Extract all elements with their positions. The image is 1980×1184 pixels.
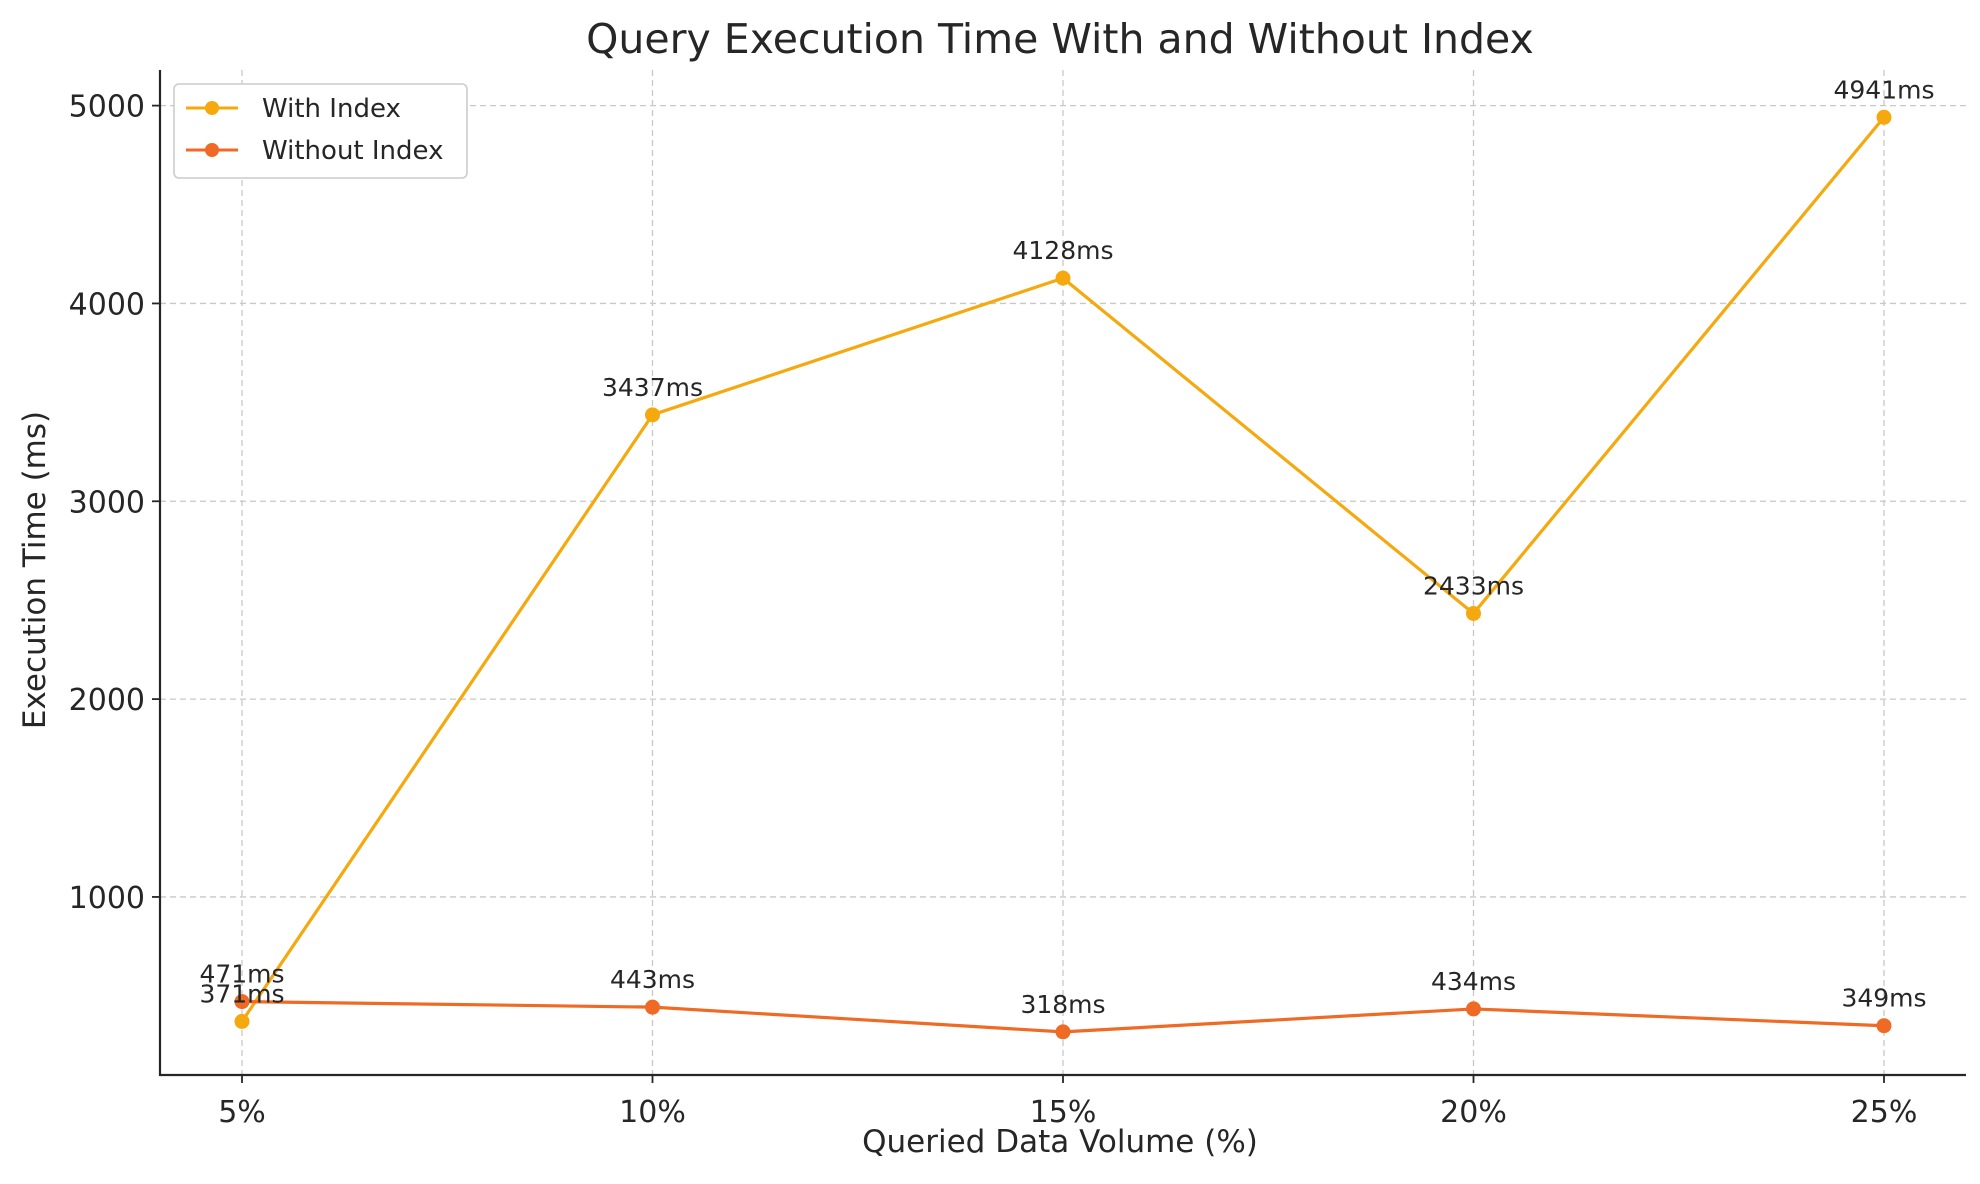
legend-label-without-index: Without Index — [262, 136, 443, 166]
y-tick-label: 4000 — [69, 287, 145, 322]
axis-spines — [158, 70, 1966, 1077]
data-label-without-index: 349ms — [1841, 984, 1926, 1013]
y-tick-label: 1000 — [69, 881, 145, 916]
x-tick-label: 25% — [1851, 1095, 1918, 1130]
axes: 5% 10% 15% 20% 25% 1000 2000 3000 4000 5000 — [69, 70, 1966, 1130]
data-point-with-index — [645, 407, 660, 423]
x-tick-label: 20% — [1440, 1095, 1507, 1130]
data-labels: 371ms 3437ms 4128ms 2433ms 4941ms 471ms 443ms 3… — [199, 75, 1934, 1019]
data-label-without-index: 434ms — [1431, 967, 1516, 996]
legend-marker-without-index — [205, 143, 219, 157]
data-point-with-index — [1466, 605, 1481, 621]
data-point-with-index — [234, 1013, 250, 1029]
data-series — [234, 109, 1892, 1040]
chart-title: Query Execution Time With and Without In… — [586, 15, 1534, 63]
data-point-without-index — [1466, 1001, 1481, 1017]
data-label-with-index: 4941ms — [1833, 75, 1934, 104]
y-tick-label: 3000 — [69, 485, 145, 520]
data-point-without-index — [234, 994, 250, 1010]
data-point-without-index — [645, 999, 660, 1015]
data-label-without-index: 443ms — [610, 965, 695, 994]
legend-label-with-index: With Index — [262, 94, 401, 124]
legend-box — [173, 83, 468, 179]
data-label-with-index: 371ms — [199, 979, 284, 1008]
data-point-without-index — [1055, 1024, 1071, 1040]
x-tick-label: 10% — [619, 1095, 686, 1130]
data-point-without-index — [1876, 1018, 1892, 1034]
x-tick-label: 5% — [218, 1095, 266, 1130]
data-label-with-index: 4128ms — [1012, 236, 1113, 265]
x-axis-label: Queried Data Volume (%) — [862, 1124, 1258, 1160]
y-axis-label: Execution Time (ms) — [17, 411, 53, 729]
legend: With Index Without Index — [173, 83, 468, 179]
data-label-with-index: 2433ms — [1423, 571, 1524, 600]
y-tick-label: 2000 — [69, 683, 145, 718]
data-label-with-index: 3437ms — [602, 373, 703, 402]
data-label-without-index: 318ms — [1020, 990, 1105, 1019]
data-point-with-index — [1055, 270, 1071, 286]
x-tick-label: 15% — [1030, 1095, 1097, 1130]
data-point-with-index — [1876, 109, 1892, 125]
grid-lines — [160, 70, 1966, 1075]
data-label-without-index: 471ms — [199, 960, 284, 989]
legend-marker-with-index — [205, 101, 219, 115]
y-tick-label: 5000 — [69, 90, 145, 125]
